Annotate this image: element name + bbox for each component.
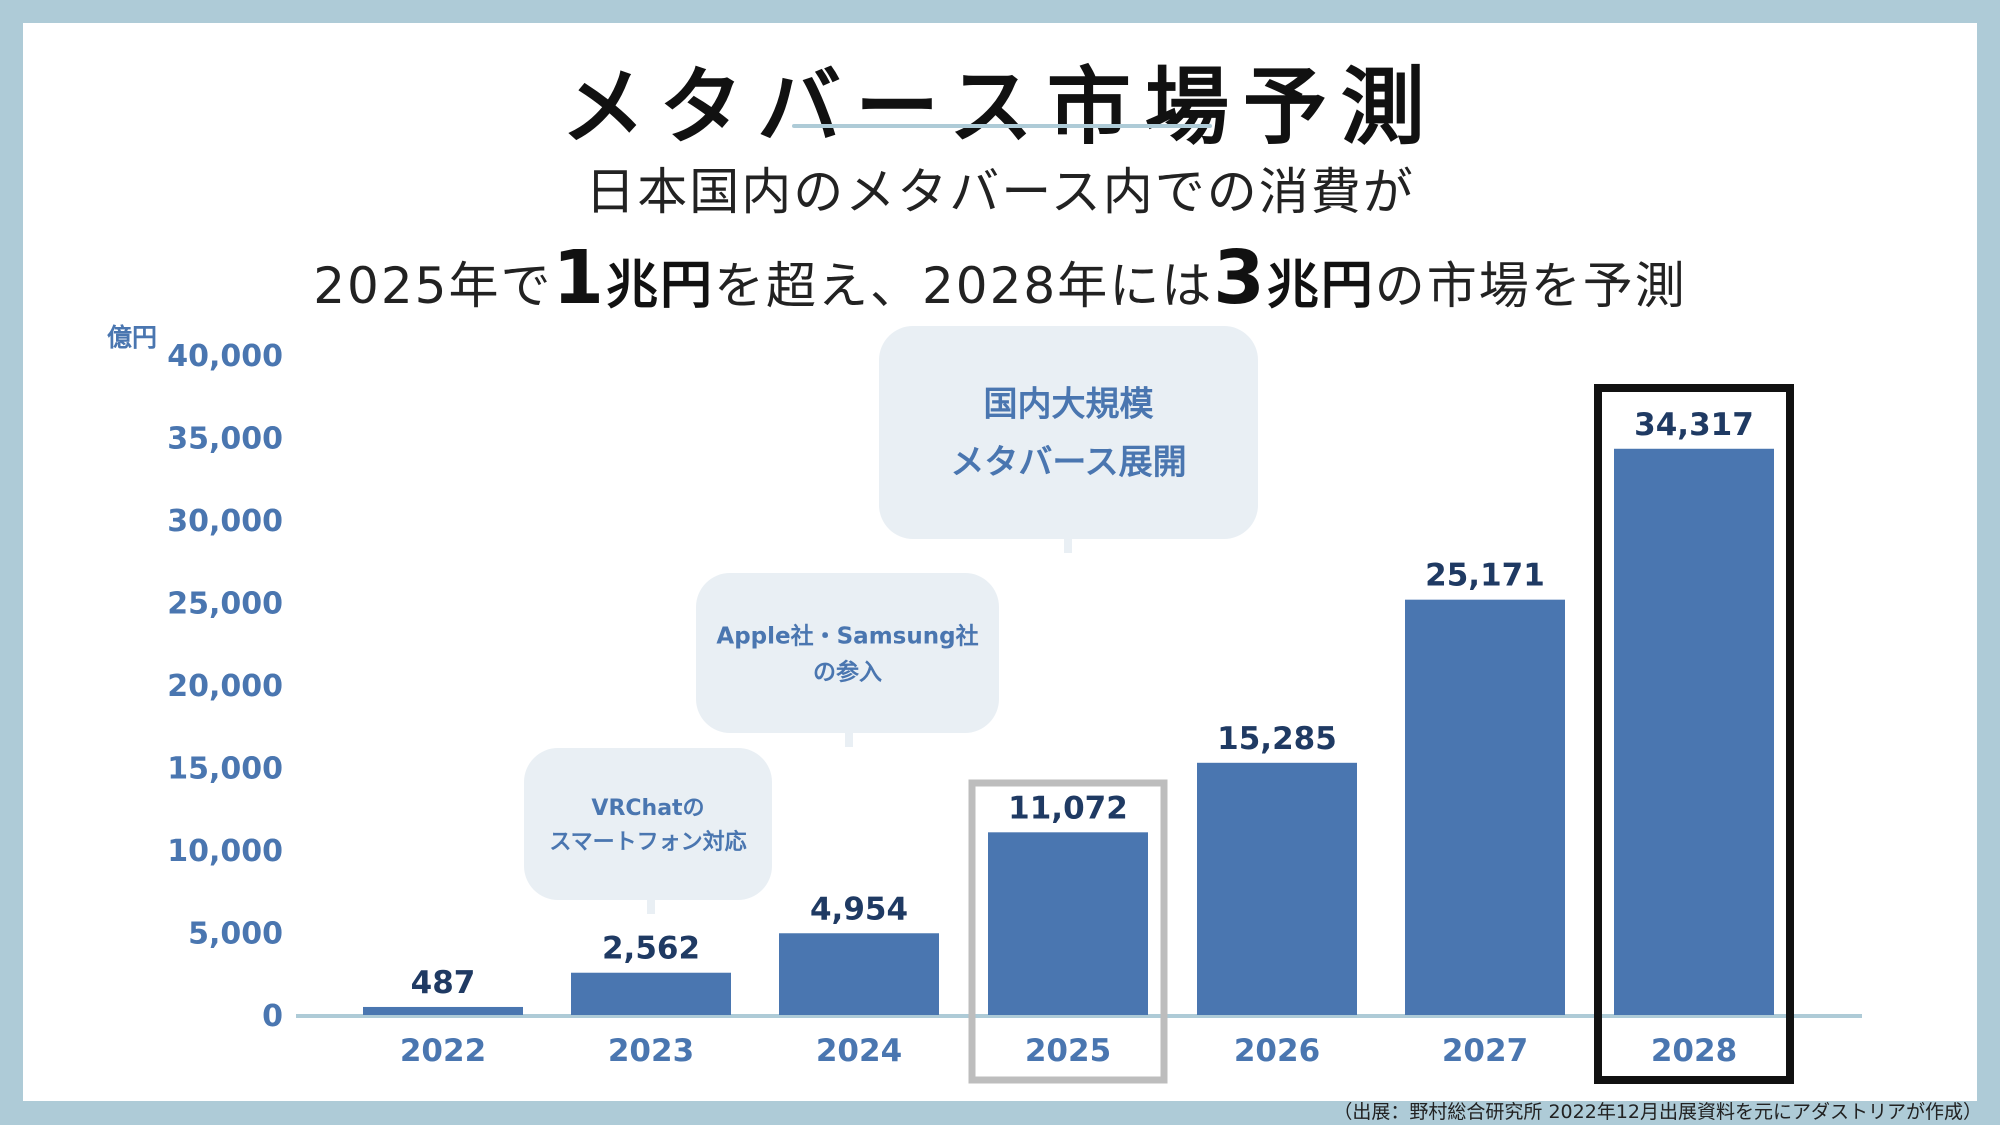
bar-value-label: 25,171 bbox=[1425, 558, 1545, 594]
y-tick-label: 40,000 bbox=[167, 339, 283, 374]
bar-value-label: 11,072 bbox=[1008, 790, 1128, 826]
bubble-tail bbox=[845, 731, 853, 747]
bar-value-label: 487 bbox=[411, 965, 476, 1001]
x-tick-label: 2022 bbox=[400, 1033, 486, 1069]
bubble-tail bbox=[1064, 537, 1072, 553]
x-tick-label: 2028 bbox=[1651, 1033, 1737, 1069]
x-tick-label: 2024 bbox=[816, 1033, 902, 1069]
highlight-frame-2025 bbox=[968, 779, 1168, 1084]
bar-value-label: 4,954 bbox=[810, 891, 908, 927]
subtitle-line-1: 日本国内のメタバース内での消費が bbox=[585, 163, 1415, 221]
y-tick-label: 10,000 bbox=[167, 834, 283, 869]
y-tick-label: 15,000 bbox=[167, 752, 283, 787]
bar-2024 bbox=[779, 933, 939, 1015]
bar-value-label: 34,317 bbox=[1634, 407, 1754, 443]
bar-2023 bbox=[571, 972, 731, 1015]
subtitle-highlight-unit: 兆円 bbox=[1266, 256, 1375, 316]
bubble-text: の参入 bbox=[813, 658, 882, 685]
page-title: メタバース市場予測 bbox=[561, 58, 1439, 156]
bubble-text: VRChatの bbox=[591, 796, 704, 821]
y-tick-label: 0 bbox=[262, 999, 283, 1034]
bars: 487 2022 2,562 2023 4,954 2024 11,072 2025 15,28… bbox=[363, 407, 1774, 1069]
bar-2022 bbox=[363, 1006, 523, 1015]
bar-value-label: 2,562 bbox=[602, 931, 700, 967]
bubble-shape bbox=[879, 326, 1258, 539]
x-tick-label: 2023 bbox=[608, 1033, 694, 1069]
bar-value-label: 15,285 bbox=[1217, 721, 1337, 757]
bar-2027 bbox=[1405, 599, 1565, 1015]
y-tick-label: 30,000 bbox=[167, 504, 283, 539]
bubble-text: スマートフォン対応 bbox=[549, 829, 746, 855]
bar-2026 bbox=[1197, 762, 1357, 1015]
subtitle-part: の市場を予測 bbox=[1374, 257, 1687, 315]
annotation-layer: VRChatのスマートフォン対応Apple社・Samsung社の参入国内大規模メ… bbox=[524, 326, 1258, 914]
highlight-frames bbox=[968, 384, 1794, 1084]
subtitle-highlight-number: 1 bbox=[552, 235, 606, 321]
subtitle-highlight-number: 3 bbox=[1213, 235, 1267, 321]
highlight-frame-2028 bbox=[1594, 384, 1794, 1084]
x-tick-label: 2026 bbox=[1234, 1033, 1320, 1069]
subtitle-highlight-unit: 兆円 bbox=[605, 256, 714, 316]
bubble-text: メタバース展開 bbox=[950, 443, 1186, 483]
bubble-shape bbox=[524, 748, 772, 900]
y-axis-unit-label: 億円 bbox=[107, 323, 157, 352]
bar-2025 bbox=[988, 832, 1148, 1015]
bubble-text: 国内大規模 bbox=[984, 385, 1154, 425]
subtitle-part: を超え、2028年には bbox=[714, 257, 1214, 315]
source-note: （出展：野村総合研究所 2022年12月出展資料を元にアダストリアが作成） bbox=[1333, 1101, 1982, 1123]
bubble-tail bbox=[647, 898, 655, 914]
y-tick-label: 35,000 bbox=[167, 422, 283, 457]
subtitle-part: 2025年で bbox=[313, 257, 553, 315]
y-tick-label: 25,000 bbox=[167, 587, 283, 622]
bubble-text: Apple社・Samsung社 bbox=[716, 622, 978, 649]
subtitle-line-2: 2025年で1兆円を超え、2028年には3兆円の市場を予測 bbox=[23, 235, 1977, 321]
x-tick-label: 2025 bbox=[1025, 1033, 1111, 1069]
y-tick-label: 5,000 bbox=[188, 917, 283, 952]
y-tick-label: 20,000 bbox=[167, 669, 283, 704]
bar-2028 bbox=[1614, 448, 1774, 1015]
x-tick-label: 2027 bbox=[1442, 1033, 1528, 1069]
title-underline bbox=[792, 124, 1212, 128]
bubble-shape bbox=[696, 573, 999, 733]
